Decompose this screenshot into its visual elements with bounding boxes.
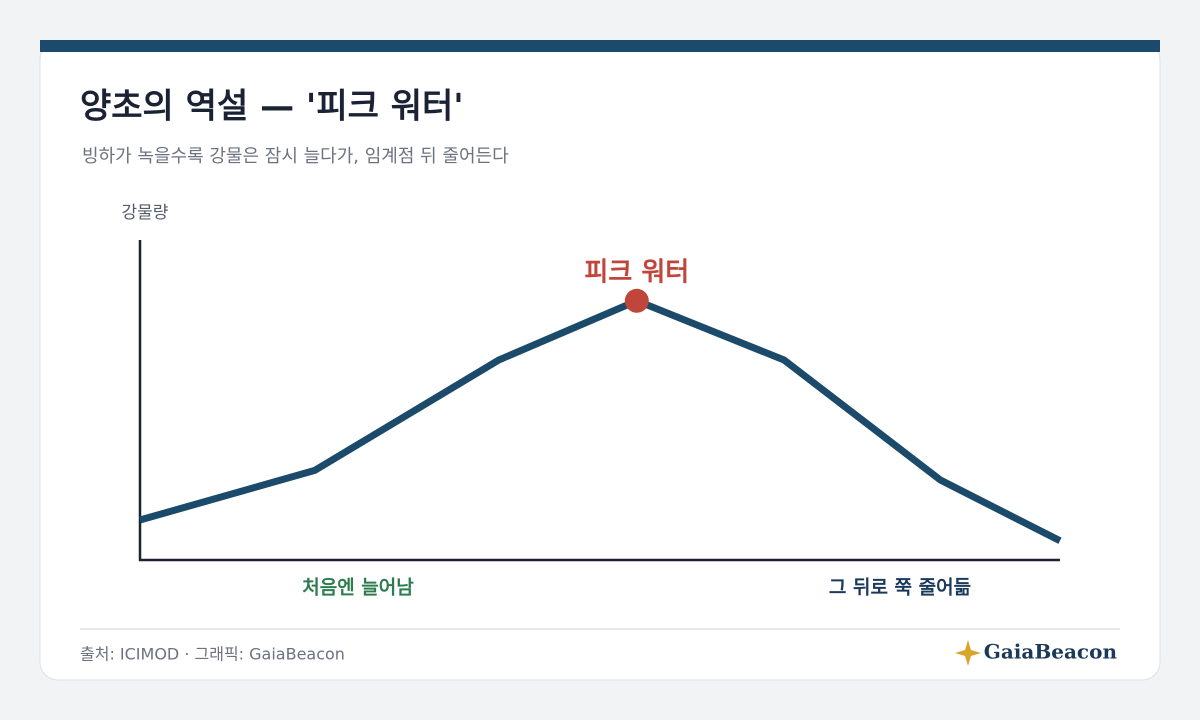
logo: GaiaBeacon <box>984 640 1118 664</box>
source-note: 출처: ICIMOD · 그래픽: GaiaBeacon <box>80 645 345 664</box>
logo-star <box>955 640 981 666</box>
y-axis-label: 강물량 <box>122 203 169 223</box>
top-bar <box>40 40 1160 52</box>
chart-title: 양초의 역설 — '피크 워터' <box>80 87 464 127</box>
region-label: 처음엔 늘어남 <box>302 577 414 599</box>
peak-marker <box>624 288 649 313</box>
card <box>39 41 1161 681</box>
region-label: 그 뒤로 쭉 줄어듦 <box>829 577 971 599</box>
chart-subtitle: 빙하가 녹을수록 강물은 잠시 늘다가, 임계점 뒤 줄어든다 <box>82 146 509 167</box>
peak-label: 피크 워터 <box>584 257 689 287</box>
